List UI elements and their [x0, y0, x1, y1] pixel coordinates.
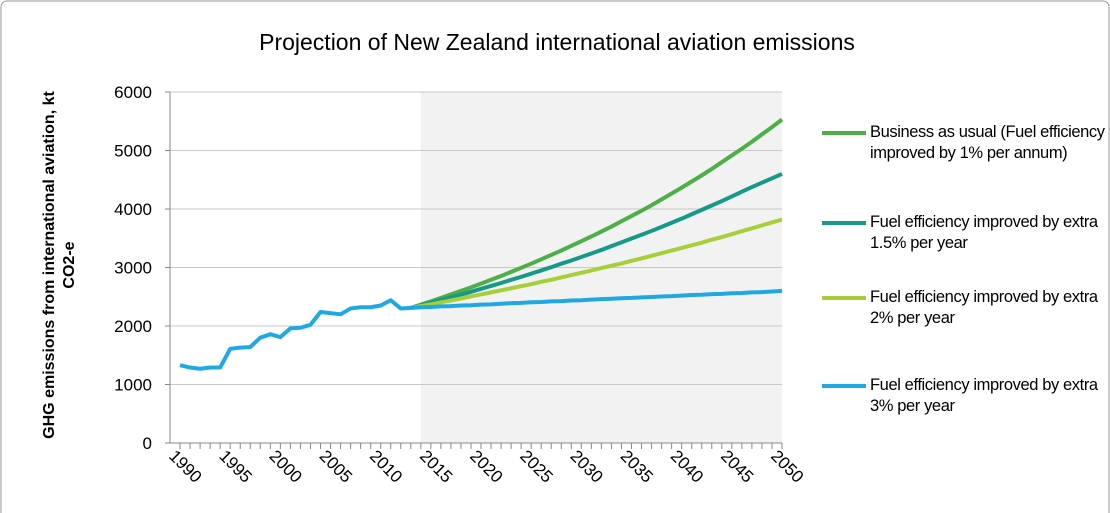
legend-swatch	[822, 296, 866, 300]
legend-label: Fuel efficiency improved by extra 2% per…	[870, 288, 1098, 327]
legend-item: Fuel efficiency improved by extra 2% per…	[822, 287, 1110, 329]
y-tick-label: 5000	[114, 142, 152, 161]
y-tick-label: 2000	[114, 317, 152, 336]
legend-item: Fuel efficiency improved by extra 3% per…	[822, 375, 1110, 417]
legend-item: Fuel efficiency improved by extra 1.5% p…	[822, 212, 1110, 254]
y-axis-label: GHG emissions from international aviatio…	[41, 91, 78, 439]
y-tick-label: 3000	[114, 259, 152, 278]
legend-label: Fuel efficiency improved by extra 1.5% p…	[870, 213, 1098, 252]
legend-label: Business as usual (Fuel efficiency impro…	[870, 123, 1105, 162]
y-tick-label: 4000	[114, 200, 152, 219]
series-line	[410, 117, 784, 310]
series-line	[410, 217, 783, 310]
legend-swatch	[822, 131, 866, 135]
legend-label: Fuel efficiency improved by extra 3% per…	[870, 376, 1098, 415]
chart-title: Projection of New Zealand international …	[259, 29, 855, 55]
y-tick-label: 1000	[114, 376, 152, 395]
legend-swatch	[822, 221, 866, 225]
y-tick-label: 6000	[114, 83, 152, 102]
y-tick-label: 0	[143, 434, 152, 453]
series-line	[179, 288, 783, 371]
legend-swatch	[822, 384, 866, 388]
series-line	[410, 172, 783, 310]
legend-item: Business as usual (Fuel efficiency impro…	[822, 122, 1110, 164]
